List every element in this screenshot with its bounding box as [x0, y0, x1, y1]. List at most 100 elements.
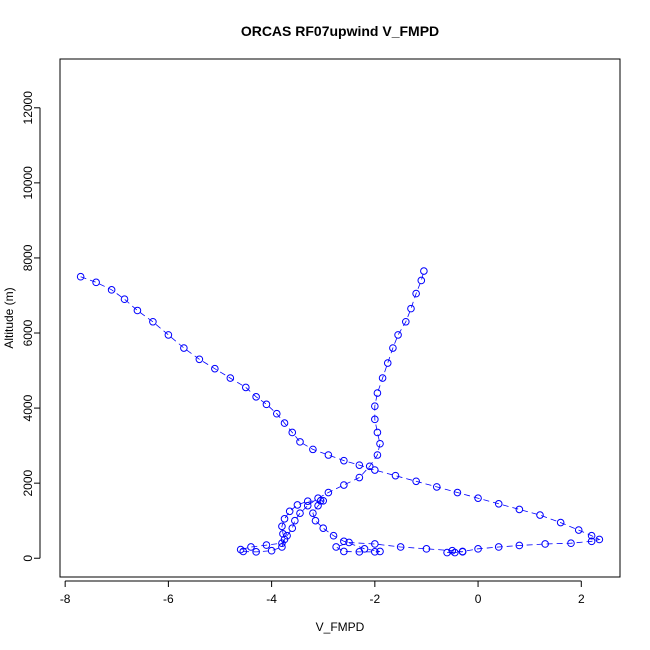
- data-point: [365, 462, 374, 471]
- data-point: [280, 515, 289, 523]
- data-point: [195, 355, 204, 364]
- data-point: [324, 488, 333, 497]
- data-point: [536, 511, 544, 519]
- data-point: [371, 548, 379, 556]
- y-tick-label: 10000: [21, 166, 35, 200]
- data-point: [432, 483, 441, 491]
- plot-frame: [59, 58, 621, 578]
- data-point: [556, 518, 565, 527]
- x-tick-label: -8: [60, 592, 71, 606]
- data-point: [280, 419, 289, 427]
- data-point: [389, 344, 397, 352]
- y-tick-label: 4000: [21, 394, 35, 421]
- y-tick-label: 12000: [21, 91, 35, 125]
- data-point: [309, 509, 317, 517]
- y-axis-label: Altitude (m): [2, 287, 16, 348]
- data-point: [283, 531, 291, 540]
- data-point: [340, 547, 348, 556]
- data-point: [332, 543, 340, 551]
- data-point: [394, 331, 402, 339]
- data-point: [412, 477, 420, 486]
- data-point: [443, 548, 451, 557]
- data-point: [355, 473, 364, 482]
- data-points: [76, 267, 604, 557]
- data-point: [360, 545, 369, 553]
- data-point: [319, 524, 328, 533]
- data-point: [262, 400, 271, 409]
- data-point: [279, 530, 287, 538]
- data-point: [574, 526, 583, 534]
- data-point: [272, 409, 281, 418]
- data-point: [278, 539, 286, 548]
- y-tick-label: 2000: [21, 469, 35, 496]
- chart-title: ORCAS RF07upwind V_FMPD: [241, 23, 439, 39]
- connecting-line: [80, 270, 601, 553]
- data-point: [371, 415, 379, 424]
- data-point: [515, 541, 524, 550]
- data-point: [453, 488, 462, 497]
- x-tick-label: 2: [578, 592, 585, 606]
- data-point: [288, 524, 297, 533]
- data-point: [262, 541, 271, 549]
- data-point: [376, 439, 384, 448]
- data-point: [474, 545, 482, 553]
- y-tick-label: 6000: [21, 319, 35, 346]
- y-axis: 0 2000 4000 6000 8000 10000 12000: [21, 91, 41, 562]
- data-point: [407, 304, 415, 313]
- data-point: [180, 344, 188, 352]
- data-point: [226, 374, 235, 382]
- data-point: [373, 389, 382, 397]
- x-axis-label: V_FMPD: [316, 620, 365, 634]
- data-point: [236, 545, 245, 554]
- data-point: [587, 537, 596, 546]
- x-tick-label: 0: [475, 592, 482, 606]
- y-tick-label: 8000: [21, 244, 35, 271]
- data-point: [303, 501, 312, 510]
- x-tick-label: -2: [370, 592, 381, 606]
- data-point: [303, 497, 312, 505]
- data-point: [448, 546, 457, 555]
- data-point: [329, 531, 338, 540]
- data-point: [494, 543, 503, 551]
- data-point: [378, 374, 387, 382]
- data-point: [376, 547, 384, 556]
- data-point: [252, 548, 260, 556]
- data-point: [422, 545, 431, 553]
- data-point: [373, 451, 382, 459]
- data-point: [396, 543, 405, 551]
- x-tick-label: -4: [266, 592, 277, 606]
- data-point: [92, 278, 100, 287]
- data-point: [296, 509, 304, 517]
- data-point: [164, 331, 173, 339]
- data-point: [211, 364, 219, 373]
- data-point: [383, 359, 392, 367]
- data-point: [311, 516, 320, 525]
- data-point: [149, 317, 157, 326]
- data-point: [420, 267, 428, 275]
- data-point: [371, 402, 379, 411]
- data-point: [371, 540, 379, 548]
- data-point: [567, 539, 575, 548]
- data-point: [371, 466, 379, 474]
- data-point: [76, 272, 85, 281]
- data-point: [355, 461, 364, 469]
- data-point: [296, 438, 304, 446]
- data-point: [340, 481, 348, 489]
- data-point: [288, 428, 297, 437]
- data-point: [412, 289, 420, 298]
- data-point: [293, 501, 302, 509]
- data-point: [316, 497, 325, 505]
- data-point: [280, 535, 289, 544]
- data-point: [242, 383, 250, 392]
- data-point: [278, 543, 286, 551]
- data-point: [345, 538, 353, 547]
- data-point: [267, 546, 276, 555]
- data-point: [595, 535, 604, 544]
- data-point: [278, 522, 286, 531]
- data-point: [309, 445, 317, 454]
- data-point: [515, 505, 524, 514]
- data-point: [107, 286, 116, 294]
- data-point: [458, 548, 467, 556]
- data-point: [541, 540, 549, 548]
